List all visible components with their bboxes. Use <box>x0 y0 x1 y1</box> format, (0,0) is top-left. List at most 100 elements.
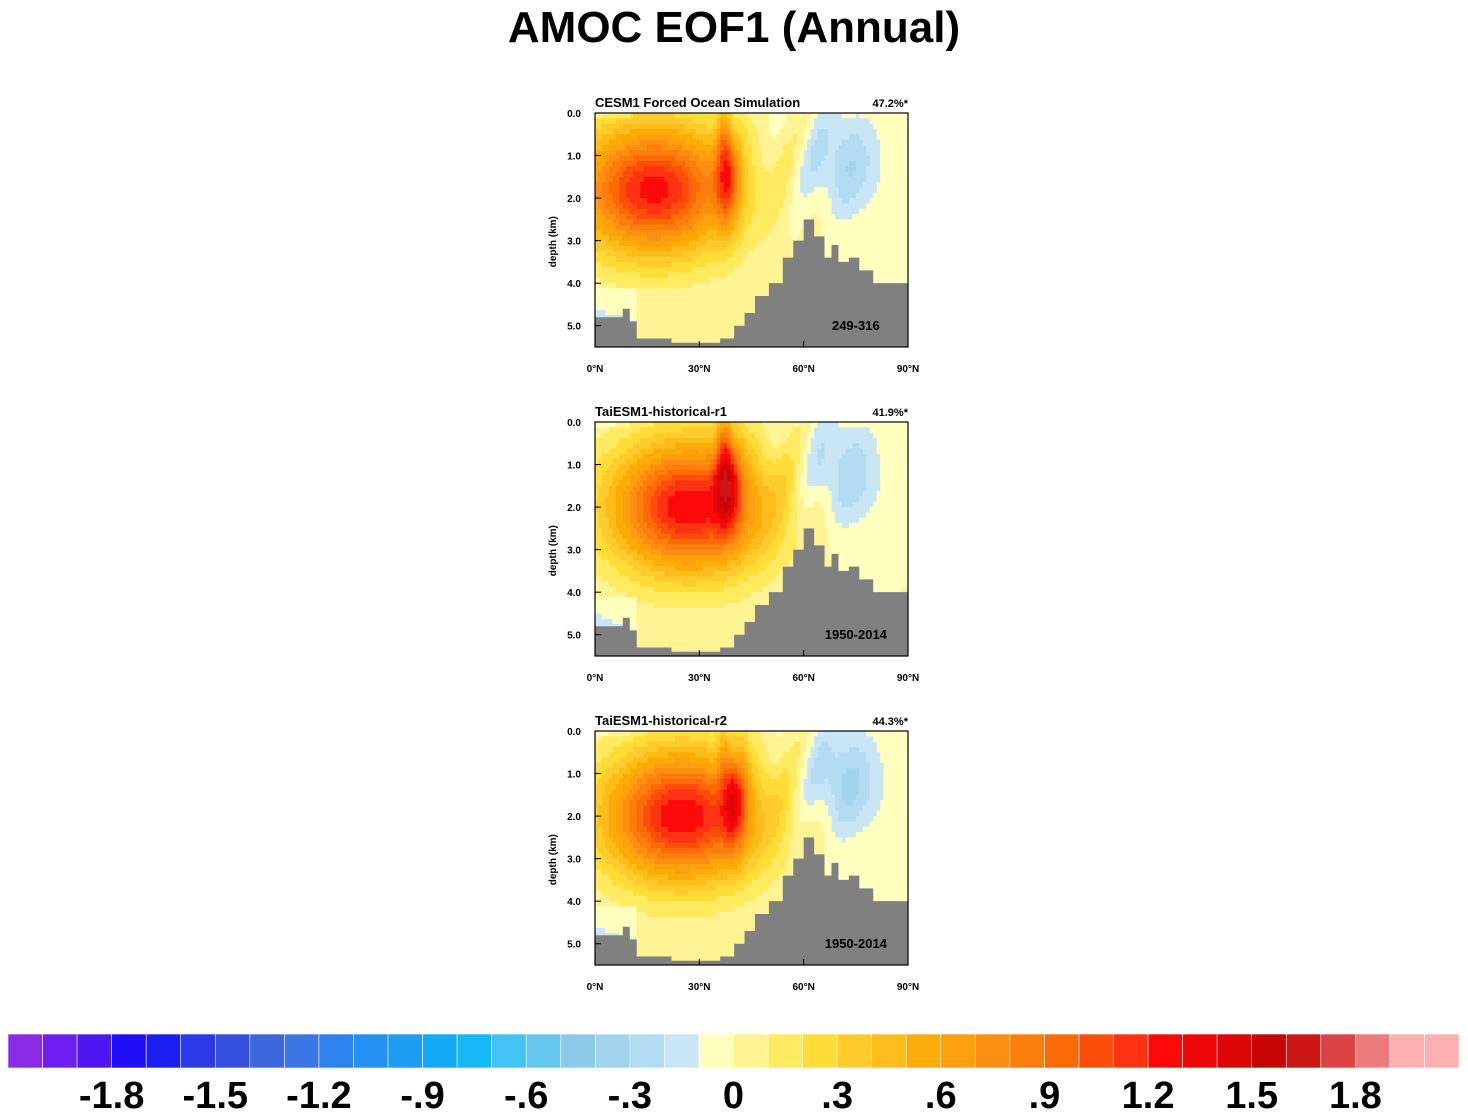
heatmap-cell <box>688 203 693 210</box>
heatmap-cell <box>688 219 693 226</box>
heatmap-cell <box>741 245 745 252</box>
heatmap-cell <box>640 528 645 535</box>
heatmap-cell <box>741 299 745 305</box>
heatmap-cell <box>661 618 665 625</box>
heatmap-cell <box>831 219 836 226</box>
heatmap-cell <box>650 592 655 598</box>
heatmap-cell <box>796 160 801 167</box>
heatmap-cell <box>730 230 735 236</box>
heatmap-cell <box>633 187 638 194</box>
heatmap-cell <box>633 198 638 204</box>
heatmap-cell <box>605 182 610 188</box>
heatmap-cell <box>695 187 700 194</box>
heatmap-cell <box>598 464 603 471</box>
heatmap-cell <box>901 245 905 252</box>
heatmap-cell <box>800 214 805 220</box>
heatmap-cell <box>668 304 672 311</box>
heatmap-cell <box>793 171 798 178</box>
heatmap-cell <box>765 267 770 273</box>
heatmap-cell <box>626 528 631 535</box>
heatmap-cell <box>772 219 777 226</box>
heatmap-cell <box>668 277 672 284</box>
heatmap-cell <box>803 176 808 183</box>
heatmap-cell <box>598 208 603 215</box>
heatmap-cell <box>901 230 905 236</box>
heatmap-cell <box>622 453 627 460</box>
heatmap-cell <box>661 118 665 125</box>
heatmap-cell <box>727 240 732 247</box>
heatmap-cell <box>789 251 794 257</box>
heatmap-cell <box>859 192 864 199</box>
heatmap-cell <box>657 123 662 130</box>
heatmap-cell <box>883 230 888 236</box>
heatmap-cell <box>619 554 624 561</box>
heatmap-cell <box>887 166 892 172</box>
heatmap-cell <box>633 288 638 295</box>
heatmap-cell <box>640 134 645 140</box>
heatmap-cell <box>734 134 738 140</box>
heatmap-cell <box>706 182 711 188</box>
heatmap-cell <box>887 219 892 226</box>
heatmap-cell <box>692 336 697 343</box>
heatmap-cell <box>796 182 801 188</box>
heatmap-cell <box>626 214 631 220</box>
heatmap-cell <box>633 549 638 556</box>
heatmap-cell <box>685 331 690 337</box>
heatmap-cell <box>869 171 874 178</box>
heatmap-cell <box>622 214 627 220</box>
heatmap-cell <box>821 155 825 162</box>
heatmap-cell <box>720 315 725 321</box>
heatmap-cell <box>796 224 801 231</box>
heatmap-cell <box>595 597 599 604</box>
heatmap-cell <box>904 176 908 183</box>
heatmap-cell <box>643 325 648 332</box>
heatmap-cell <box>831 166 836 172</box>
heatmap-cell <box>876 118 881 125</box>
heatmap-cell <box>671 187 676 194</box>
heatmap-cell <box>748 230 752 236</box>
heatmap-cell <box>601 267 606 273</box>
heatmap-cell <box>636 539 641 545</box>
heatmap-cell <box>814 176 818 183</box>
heatmap-cell <box>873 224 878 231</box>
heatmap-cell <box>612 261 617 268</box>
heatmap-cell <box>688 134 693 140</box>
heatmap-cell <box>841 150 846 156</box>
heatmap-cell <box>803 113 808 119</box>
heatmap-cell <box>887 240 892 247</box>
heatmap-cell <box>640 640 645 646</box>
heatmap-cell <box>595 507 599 513</box>
heatmap-cell <box>612 299 617 305</box>
heatmap-cell <box>873 267 878 273</box>
heatmap-cell <box>887 128 892 135</box>
heatmap-cell <box>626 507 631 513</box>
heatmap-cell <box>601 240 606 247</box>
heatmap-cell <box>838 214 843 220</box>
heatmap-cell <box>619 144 624 151</box>
heatmap-cell <box>647 166 652 172</box>
heatmap-cell <box>734 203 738 210</box>
heatmap-cell <box>661 501 665 508</box>
heatmap-cell <box>751 160 756 167</box>
heatmap-cell <box>595 437 599 444</box>
heatmap-cell <box>786 113 791 119</box>
heatmap-cell <box>709 219 714 226</box>
heatmap-cell <box>789 155 794 162</box>
heatmap-cell <box>786 219 791 226</box>
heatmap-cell <box>629 187 634 194</box>
heatmap-cell <box>695 245 700 252</box>
heatmap-cell <box>716 235 721 242</box>
heatmap-cell <box>751 309 756 316</box>
heatmap-cell <box>595 198 599 204</box>
heatmap-cell <box>619 182 624 188</box>
heatmap-cell <box>671 245 676 252</box>
heatmap-cell <box>793 182 798 188</box>
heatmap-cell <box>751 182 756 188</box>
heatmap-cell <box>636 570 641 577</box>
heatmap-cell <box>716 245 721 252</box>
heatmap-cell <box>681 336 686 343</box>
heatmap-cell <box>643 544 648 551</box>
heatmap-cell <box>793 192 798 199</box>
heatmap-cell <box>751 299 756 305</box>
heatmap-cell <box>737 203 742 210</box>
